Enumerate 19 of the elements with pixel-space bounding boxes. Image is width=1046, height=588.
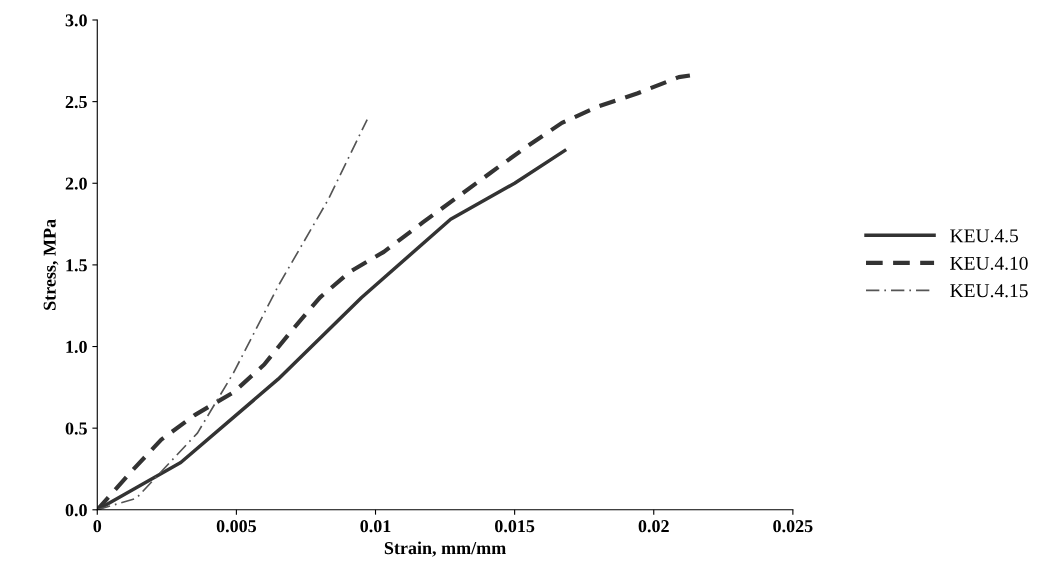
y-axis-title: Stress, MPa [43, 219, 59, 310]
legend-label: KEU.4.10 [950, 256, 1028, 270]
y-tick-label: 3.0 [65, 14, 87, 27]
x-tick-label: 0.025 [773, 520, 813, 533]
y-tick-label: 1.0 [66, 340, 87, 354]
line-series [97, 118, 369, 510]
y-tick-label: 0.5 [65, 422, 87, 435]
legend-label: KEU.4.15 [950, 284, 1028, 298]
x-tick-label: 0.02 [638, 520, 669, 533]
x-tick-label: 0.01 [360, 520, 391, 533]
x-tick-label: 0.005 [216, 520, 257, 533]
y-tick-label: 2.5 [65, 95, 87, 109]
y-tick-label: 2.0 [65, 177, 87, 190]
x-axis-title: Strain, mm/mm [384, 541, 506, 557]
x-tick-label: 0 [93, 520, 102, 533]
legend-label: KEU.4.5 [950, 229, 1018, 243]
x-tick-label: 0.015 [495, 520, 535, 533]
y-tick-label: 0.0 [65, 504, 87, 517]
y-tick-label: 1.5 [66, 259, 87, 272]
